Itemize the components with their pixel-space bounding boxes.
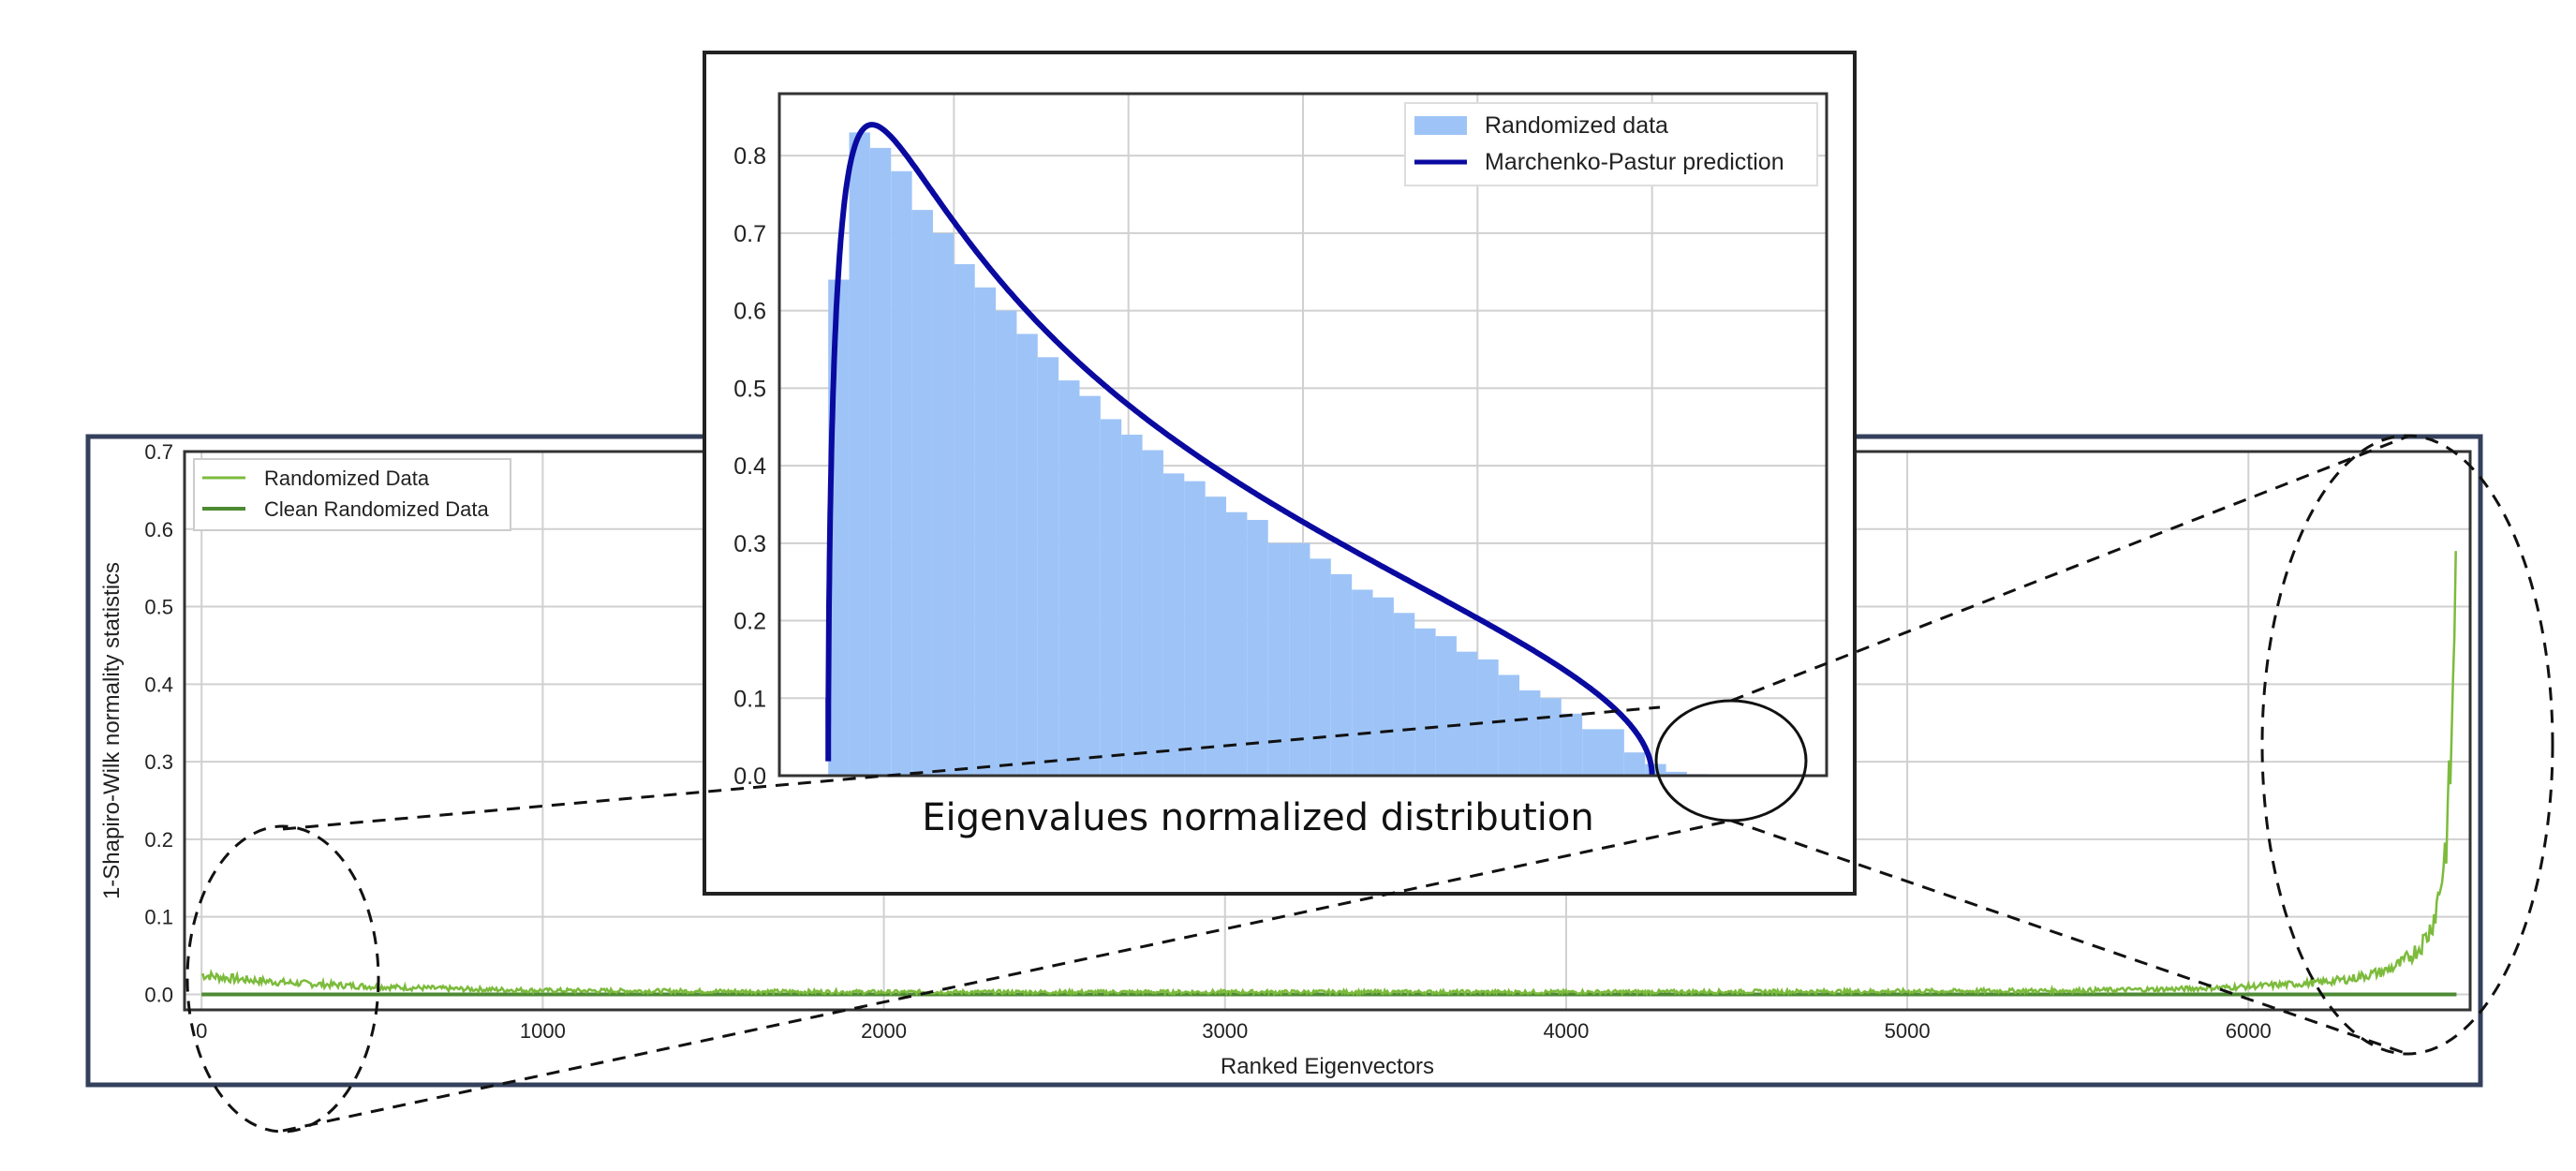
inset-y-ticks: 0.0 0.1 0.2 0.3 0.4 0.5 0.6 0.7 0.8 <box>733 143 766 790</box>
histogram-bar <box>1205 497 1227 776</box>
histogram-bar <box>1100 419 1122 776</box>
inset-y-tick-label: 0.6 <box>733 299 766 325</box>
histogram-bar <box>1037 357 1059 776</box>
histogram-bar <box>1393 613 1415 776</box>
legend-label-randomized-data: Randomized Data <box>264 467 430 490</box>
histogram-bar <box>1184 481 1206 776</box>
zoom-line-left-top <box>282 705 1661 831</box>
histogram-bar <box>1310 558 1331 776</box>
main-y-tick-label: 0.3 <box>144 750 173 774</box>
main-legend-box <box>193 458 511 531</box>
histogram-bar <box>932 232 955 777</box>
main-y-ticks: 0.0 0.1 0.2 0.3 0.4 0.5 0.6 0.7 <box>144 440 173 1006</box>
inset-y-tick-label: 0.1 <box>733 686 766 712</box>
main-y-tick-label: 0.7 <box>144 440 173 464</box>
series-line-randomized-data <box>200 551 2457 998</box>
histogram-bar <box>1498 674 1520 776</box>
inset-y-tick-label: 0.0 <box>733 763 766 790</box>
main-y-tick-label: 0.6 <box>144 518 173 541</box>
main-x-tick-label: 0 <box>196 1019 207 1043</box>
histogram-bar <box>1666 771 1687 776</box>
histogram-bar <box>1330 573 1353 776</box>
histogram-bar <box>1226 511 1248 776</box>
histogram-bar <box>1561 713 1583 776</box>
main-x-tick-label: 3000 <box>1202 1019 1248 1043</box>
main-y-axis-label: 1-Shapiro-Wilk normality statistics <box>99 562 125 899</box>
main-y-tick-label: 0.2 <box>144 828 173 852</box>
inset-y-tick-label: 0.7 <box>733 221 766 247</box>
main-x-tick-label: 4000 <box>1543 1019 1589 1043</box>
main-series-layer <box>200 551 2457 998</box>
main-legend: Randomized Data Clean Randomized Data <box>193 458 511 531</box>
legend-label-randomized-data-hist: Randomized data <box>1485 112 1668 139</box>
histogram-bar <box>1142 450 1163 776</box>
inset-legend-box <box>1404 102 1818 186</box>
histogram-bar <box>1540 698 1562 776</box>
histogram-bar <box>1456 651 1478 776</box>
main-x-tick-label: 1000 <box>520 1019 566 1043</box>
marchenko-pastur-curve <box>825 122 1655 776</box>
inset-legend: Randomized data Marchenko-Pastur predict… <box>1404 102 1818 186</box>
zoom-annotations <box>185 434 2554 1134</box>
inset-caption: Eigenvalues normalized distribution <box>922 796 1593 839</box>
inset-y-tick-label: 0.3 <box>733 531 766 557</box>
histogram-bar <box>1435 636 1457 776</box>
main-y-tick-label: 0.5 <box>144 596 173 619</box>
histogram-bar <box>1162 473 1185 776</box>
histogram-bar <box>1016 334 1038 776</box>
histogram-bar <box>1623 752 1646 776</box>
inset-y-tick-label: 0.8 <box>733 143 766 170</box>
histogram-bar <box>1372 597 1394 776</box>
main-x-tick-label: 5000 <box>1885 1019 1931 1043</box>
legend-swatch-randomized-data-hist <box>1414 116 1467 135</box>
inset-y-tick-label: 0.5 <box>733 376 766 402</box>
histogram-bar <box>1519 690 1541 776</box>
main-x-ticks: 0 1000 2000 3000 4000 5000 6000 <box>196 1019 2272 1043</box>
histogram-bar <box>1582 729 1604 776</box>
inset-y-tick-label: 0.4 <box>733 453 766 480</box>
legend-label-clean-randomized-data: Clean Randomized Data <box>264 497 489 521</box>
legend-label-mp-prediction: Marchenko-Pastur prediction <box>1485 149 1784 175</box>
histogram-bar <box>1079 395 1101 776</box>
zoom-line-right-top <box>1730 435 2408 703</box>
main-x-tick-label: 2000 <box>861 1019 907 1043</box>
histogram-bar <box>954 264 975 776</box>
histogram-bar <box>1289 542 1310 776</box>
main-x-axis-label: Ranked Eigenvectors <box>1221 1054 1434 1079</box>
histogram-bar <box>1247 520 1268 776</box>
main-y-tick-label: 0.0 <box>144 983 173 1006</box>
histogram-bar <box>1603 729 1624 776</box>
histogram-bar <box>1352 589 1373 776</box>
histogram-bar <box>1414 628 1436 776</box>
histogram-bar <box>891 170 912 776</box>
histogram-bar <box>869 147 892 777</box>
histogram-bar <box>996 310 1017 776</box>
histogram-bar <box>1121 435 1143 776</box>
histogram-bar <box>1267 542 1290 776</box>
zoom-line-right-bottom <box>1730 819 2408 1056</box>
inset-y-tick-label: 0.2 <box>733 609 766 635</box>
histogram-bar <box>974 287 997 776</box>
main-y-tick-label: 0.1 <box>144 906 173 929</box>
histogram-bar <box>849 132 870 776</box>
zoom-ellipse-left <box>185 824 380 1134</box>
main-x-tick-label: 6000 <box>2226 1019 2272 1043</box>
histogram-bar <box>1477 659 1499 776</box>
zoom-ellipse-right <box>2260 434 2554 1056</box>
histogram-bar <box>911 210 933 776</box>
inset-plot-area <box>777 92 1828 778</box>
main-y-tick-label: 0.4 <box>144 673 173 696</box>
histogram-bar <box>1059 380 1080 776</box>
